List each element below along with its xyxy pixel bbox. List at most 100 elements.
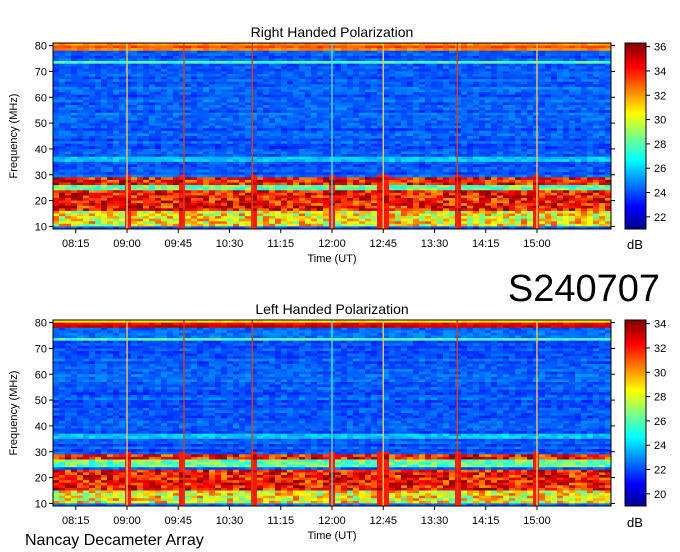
heatmap-cell (527, 172, 534, 176)
heatmap-cell (173, 89, 180, 93)
heatmap-cell (155, 61, 162, 65)
heatmap-cell (389, 112, 396, 116)
heatmap-cell (413, 133, 420, 137)
heatmap-cell (509, 164, 516, 168)
heatmap-cell (77, 97, 84, 101)
heatmap-cell (473, 53, 480, 57)
heatmap-cell (71, 89, 78, 93)
heatmap-cell (383, 143, 390, 147)
heatmap-cell (149, 76, 156, 80)
heatmap-cell (161, 68, 168, 72)
heatmap-cell (563, 133, 570, 137)
heatmap-cell (503, 94, 510, 98)
heatmap-cell (173, 105, 180, 108)
heatmap-cell (155, 123, 162, 127)
heatmap-cell (437, 159, 444, 163)
heatmap-cell (347, 125, 354, 129)
heatmap-cell (149, 55, 156, 59)
heatmap-cell (431, 92, 438, 96)
heatmap-cell (89, 97, 96, 101)
heatmap-cell (569, 94, 576, 98)
heatmap-cell (101, 167, 108, 170)
heatmap-cell (269, 133, 276, 137)
heatmap-cell (287, 172, 294, 176)
heatmap-cell (269, 177, 276, 181)
heatmap-cell (221, 172, 228, 176)
heatmap-cell (251, 48, 258, 52)
heatmap-cell (545, 89, 552, 93)
heatmap-cell (257, 74, 264, 77)
heatmap-cell (137, 89, 144, 93)
heatmap-cell (401, 123, 408, 127)
heatmap-cell (473, 133, 480, 137)
heatmap-cell (485, 71, 492, 75)
heatmap-cell (77, 154, 84, 158)
heatmap-cell (527, 66, 534, 70)
heatmap-cell (443, 177, 450, 181)
heatmap-cell (257, 141, 264, 145)
heatmap-cell (497, 76, 504, 80)
heatmap-cell (491, 115, 498, 119)
heatmap-cell (137, 112, 144, 116)
heatmap-cell (185, 92, 192, 96)
heatmap-cell (497, 156, 504, 160)
heatmap-cell (527, 167, 534, 170)
heatmap-cell (497, 79, 504, 83)
heatmap-cell (545, 107, 552, 111)
heatmap-cell (149, 130, 156, 134)
heatmap-cell (569, 141, 576, 145)
heatmap-cell (155, 177, 162, 181)
heatmap-cell (533, 48, 540, 52)
heatmap-cell (191, 161, 198, 165)
heatmap-cell (491, 156, 498, 160)
heatmap-cell (491, 94, 498, 98)
heatmap-cell (281, 179, 288, 183)
heatmap-cell (491, 138, 498, 142)
heatmap-cell (521, 143, 528, 147)
heatmap-cell (233, 110, 240, 114)
heatmap-cell (113, 107, 120, 111)
heatmap-cell (587, 48, 594, 52)
heatmap-cell (299, 123, 306, 127)
heatmap-cell (491, 68, 498, 72)
heatmap-cell (389, 94, 396, 98)
heatmap-cell (581, 128, 588, 132)
heatmap-cell (185, 107, 192, 111)
heatmap-cell (455, 172, 462, 176)
heatmap-cell (119, 154, 126, 158)
heatmap-cell (299, 86, 306, 90)
heatmap-cell (281, 130, 288, 134)
heatmap-cell (287, 110, 294, 114)
heatmap-cell (221, 105, 228, 108)
heatmap-cell (599, 156, 606, 160)
heatmap-cell (209, 179, 216, 183)
heatmap-cell (503, 45, 510, 49)
heatmap-cell (563, 115, 570, 119)
heatmap-cell (293, 71, 300, 75)
heatmap-cell (155, 112, 162, 116)
heatmap-cell (167, 112, 174, 116)
heatmap-cell (359, 43, 366, 46)
heatmap-cell (419, 43, 426, 46)
heatmap-cell (413, 76, 420, 80)
heatmap-cell (383, 97, 390, 101)
heatmap-cell (407, 58, 414, 62)
heatmap-cell (113, 136, 120, 139)
heatmap-cell (95, 177, 102, 181)
heatmap-cell (449, 105, 456, 108)
heatmap-cell (161, 63, 168, 67)
heatmap-cell (581, 164, 588, 168)
heatmap-cell (173, 148, 180, 152)
heatmap-cell (485, 141, 492, 145)
heatmap-cell (521, 123, 528, 127)
heatmap-cell (359, 148, 366, 152)
heatmap-cell (89, 76, 96, 80)
heatmap-cell (527, 58, 534, 62)
heatmap-cell (335, 164, 342, 168)
heatmap-cell (167, 66, 174, 70)
heatmap-cell (365, 159, 372, 163)
heatmap-cell (377, 79, 384, 83)
heatmap-cell (173, 71, 180, 75)
heatmap-cell (389, 76, 396, 80)
heatmap-cell (185, 58, 192, 62)
